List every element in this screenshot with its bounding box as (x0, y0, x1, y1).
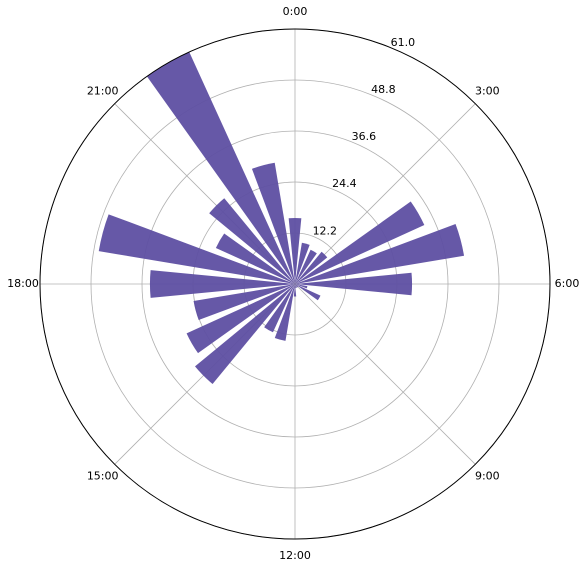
x-tick-label: 9:00 (475, 469, 500, 482)
grid-ring (141, 130, 449, 438)
bar (295, 249, 317, 284)
bar (295, 284, 298, 288)
x-tick-label: 21:00 (87, 85, 119, 98)
x-tick-label: 6:00 (555, 277, 580, 290)
y-tick-label: 61.0 (391, 36, 416, 49)
bar (295, 272, 413, 296)
y-tick-label: 24.4 (332, 177, 357, 190)
y-tick-label: 36.6 (352, 130, 377, 143)
x-tick-label: 3:00 (475, 85, 500, 98)
bar (295, 251, 328, 284)
bar (295, 284, 299, 288)
bar (215, 233, 295, 284)
y-tick-label: 48.8 (371, 83, 396, 96)
polar-frame (39, 28, 551, 540)
bar (295, 223, 465, 284)
bar (264, 284, 295, 333)
grid-spoke (294, 103, 476, 285)
bar (295, 284, 297, 289)
bar (193, 284, 295, 321)
bar (209, 198, 295, 284)
bar (288, 217, 302, 284)
bar (146, 51, 295, 285)
bar (295, 242, 310, 284)
x-tick-label: 0:00 (283, 5, 308, 18)
bar (295, 284, 308, 289)
bar (195, 284, 295, 384)
bar (274, 284, 295, 341)
grid-spoke (294, 283, 476, 465)
bar (295, 284, 321, 301)
y-tick-label: 12.2 (313, 224, 338, 237)
bar (98, 214, 295, 284)
x-tick-label: 18:00 (7, 277, 39, 290)
bar (251, 162, 295, 284)
bar (293, 284, 297, 297)
x-tick-label: 12:00 (279, 549, 311, 562)
bar (186, 284, 295, 354)
x-tick-label: 15:00 (87, 469, 119, 482)
grid-ring (90, 79, 500, 489)
bar (295, 201, 425, 284)
bar (149, 270, 295, 298)
